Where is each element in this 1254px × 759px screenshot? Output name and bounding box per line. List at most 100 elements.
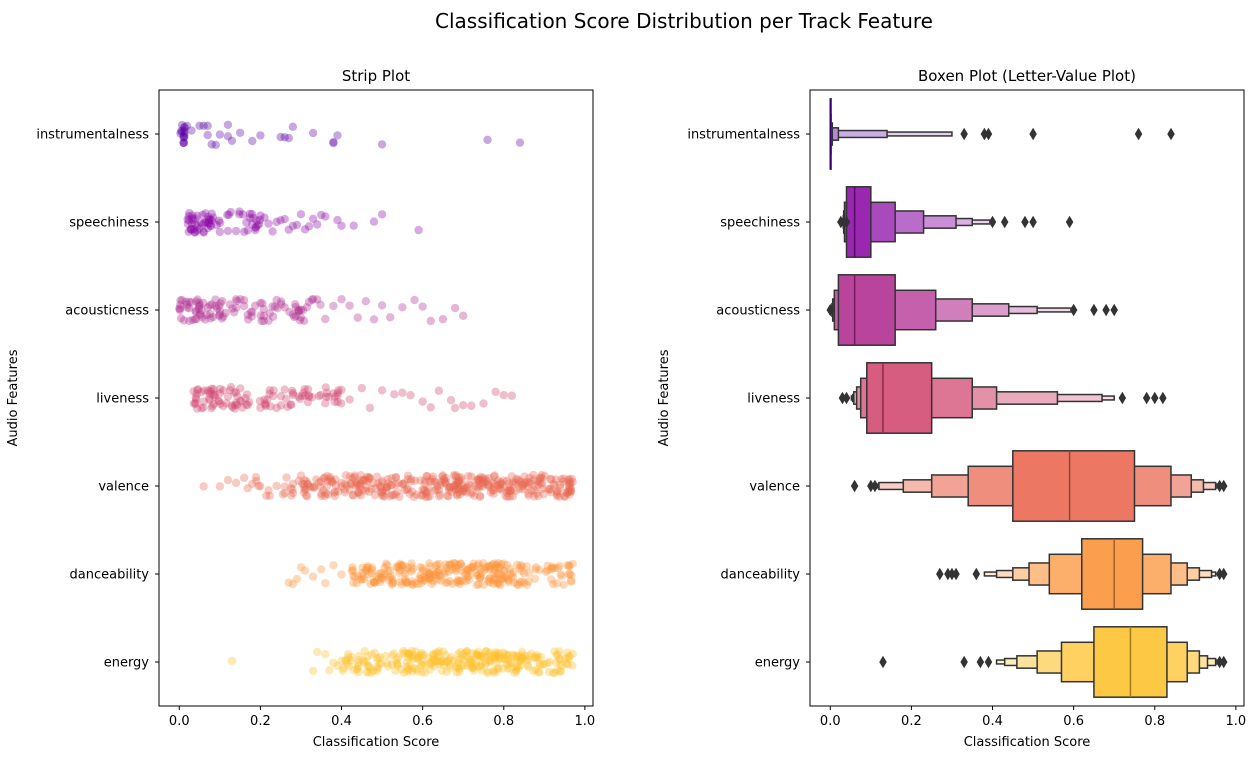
strip-point (535, 659, 544, 669)
x-tick-label: 0.0 (169, 714, 190, 729)
strip-point (203, 130, 212, 140)
strip-point (513, 475, 523, 484)
strip-point (453, 659, 462, 668)
strip-point (404, 665, 414, 674)
strip-point (210, 392, 219, 402)
strip-point (437, 657, 446, 666)
strip-point (438, 471, 448, 480)
strip-point (194, 304, 204, 314)
boxen-outlier (972, 567, 981, 581)
strip-point (458, 650, 467, 659)
strip-point (524, 489, 533, 498)
strip-point (492, 575, 501, 584)
strip-point (298, 305, 308, 315)
strip-point (497, 570, 507, 580)
strip-point (512, 667, 521, 676)
strip-point (451, 559, 460, 568)
strip-point (317, 210, 326, 220)
strip-point (464, 566, 473, 575)
strip-point (200, 315, 210, 324)
strip-point (369, 577, 379, 587)
strip-point (385, 313, 395, 322)
strip-point (251, 223, 260, 232)
strip-point (517, 647, 527, 657)
strip-point (348, 563, 357, 572)
strip-point (452, 485, 462, 494)
strip-point (374, 569, 384, 579)
strip-point (465, 659, 475, 669)
strip-point (539, 659, 549, 669)
strip-point (524, 491, 533, 500)
strip-point (278, 490, 288, 499)
strip-point (496, 477, 505, 487)
strip-point (405, 661, 414, 670)
strip-point (376, 487, 386, 497)
strip-point (395, 568, 404, 577)
strip-point (280, 133, 289, 142)
strip-point (519, 569, 529, 578)
boxen-outlier (1159, 391, 1167, 405)
strip-point (514, 580, 524, 589)
strip-series-danceability (284, 558, 577, 590)
strip-point (333, 215, 342, 225)
strip-point (423, 653, 433, 663)
strip-point (303, 397, 313, 407)
strip-point (180, 130, 189, 139)
strip-point (422, 567, 431, 577)
strip-point (207, 216, 217, 225)
strip-point (471, 662, 481, 671)
strip-point (416, 574, 426, 584)
strip-point (476, 472, 485, 482)
strip-point (182, 300, 192, 309)
strip-point (566, 570, 576, 580)
strip-point (453, 478, 462, 488)
strip-point (495, 579, 504, 588)
strip-point (353, 664, 362, 673)
strip-point (228, 304, 237, 313)
strip-point (478, 651, 487, 660)
strip-point (529, 470, 538, 480)
strip-point (458, 562, 467, 572)
strip-point (439, 474, 449, 484)
strip-point (198, 220, 208, 229)
strip-point (521, 479, 530, 488)
strip-point (288, 488, 298, 498)
strip-point (480, 565, 489, 574)
strip-point (219, 312, 228, 321)
strip-point (354, 487, 363, 496)
strip-point (475, 475, 485, 484)
strip-point (501, 491, 510, 501)
strip-point (340, 485, 349, 494)
strip-point (373, 575, 383, 584)
strip-point (237, 397, 246, 406)
strip-point (533, 480, 542, 490)
strip-point (456, 559, 466, 568)
strip-point (488, 560, 497, 569)
strip-point (511, 665, 521, 675)
strip-point (262, 491, 271, 500)
strip-point (511, 478, 520, 488)
strip-point (555, 667, 565, 677)
strip-point (287, 400, 296, 409)
strip-point (204, 212, 213, 222)
strip-point (489, 575, 498, 584)
boxen-outlier (1219, 655, 1228, 669)
strip-point (450, 481, 460, 490)
strip-point (461, 483, 470, 493)
strip-point (317, 491, 326, 501)
strip-point (342, 481, 352, 490)
strip-point (428, 472, 438, 481)
strip-point (503, 664, 513, 673)
strip-point (361, 296, 371, 306)
strip-point (502, 560, 512, 570)
boxen-outlier (980, 127, 989, 141)
strip-point (333, 391, 342, 400)
strip-point (208, 401, 217, 411)
strip-point (496, 575, 505, 584)
strip-point (454, 473, 463, 482)
strip-point (403, 563, 412, 572)
strip-point (475, 573, 484, 583)
strip-point (503, 486, 513, 495)
strip-point (325, 474, 334, 484)
strip-point (416, 476, 425, 485)
